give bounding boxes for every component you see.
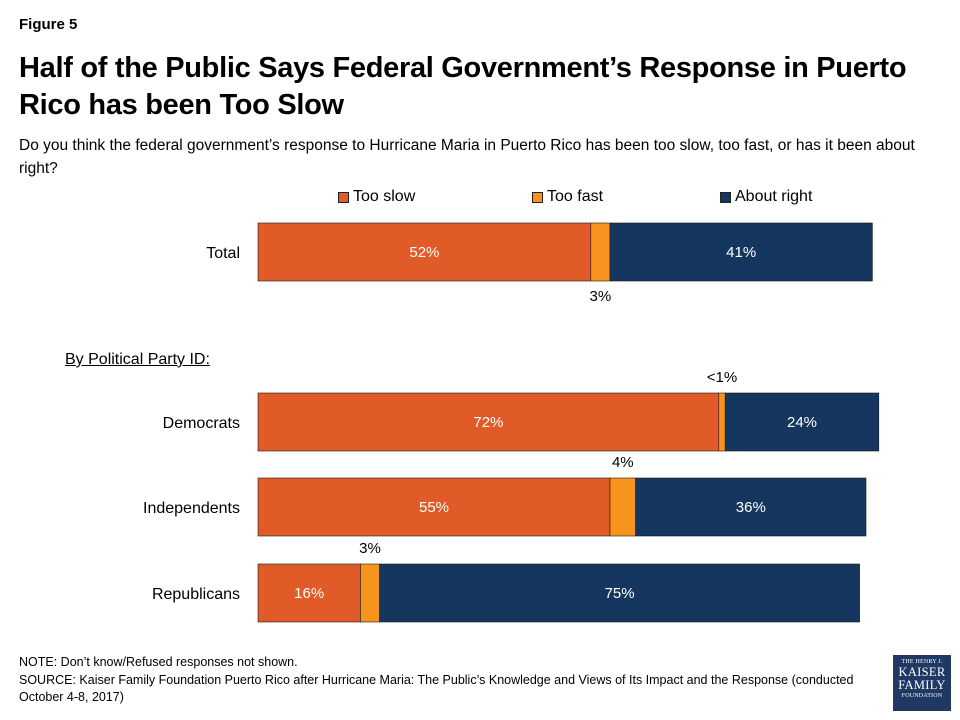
data-label: 75% xyxy=(605,585,635,602)
chart-title: Half of the Public Says Federal Governme… xyxy=(19,52,907,121)
logo-line-2: KAISER xyxy=(898,665,946,679)
legend-item-about-right: About right xyxy=(720,188,812,206)
source-text: SOURCE: Kaiser Family Foundation Puerto … xyxy=(19,672,854,705)
chart-subtitle: Do you think the federal government’s re… xyxy=(19,137,915,177)
kff-logo: THE HENRY J. KAISER FAMILY FOUNDATION xyxy=(893,655,951,711)
data-label: 16% xyxy=(294,585,324,602)
data-label: 36% xyxy=(736,499,766,516)
bar-segment xyxy=(379,563,860,623)
section-label-party: By Political Party ID: xyxy=(65,351,210,368)
logo-line-1: THE HENRY J. xyxy=(901,659,943,665)
bar-segment xyxy=(360,563,380,623)
bar-segment xyxy=(609,477,636,537)
category-label: Republicans xyxy=(152,586,240,603)
logo-line-4: FOUNDATION xyxy=(901,693,943,699)
figure-label: Figure 5 xyxy=(19,16,78,33)
legend-swatch-too-fast xyxy=(532,191,543,203)
legend-label-about-right: About right xyxy=(735,188,813,205)
bar-segment xyxy=(257,477,611,537)
legend: Too slow Too fast About right xyxy=(0,188,960,208)
bar-segment xyxy=(609,222,873,282)
legend-item-too-fast: Too fast xyxy=(532,188,603,206)
logo-line-3: FAMILY xyxy=(898,678,946,692)
legend-label-too-slow: Too slow xyxy=(353,188,416,205)
data-label: <1% xyxy=(707,369,737,386)
bar-segment xyxy=(718,392,726,452)
category-label: Democrats xyxy=(163,415,240,432)
bar-segment xyxy=(590,222,611,282)
legend-swatch-about-right xyxy=(720,191,731,203)
data-label: 4% xyxy=(612,454,634,471)
bar-segment xyxy=(257,222,592,282)
legend-label-too-fast: Too fast xyxy=(547,188,604,205)
data-label: 3% xyxy=(590,288,612,305)
data-label: 72% xyxy=(473,414,503,431)
bar-segment xyxy=(635,477,867,537)
data-label: 3% xyxy=(359,540,381,557)
data-label: 24% xyxy=(787,414,817,431)
data-label: 41% xyxy=(726,244,756,261)
data-label: 52% xyxy=(409,244,439,261)
category-label: Independents xyxy=(143,500,240,517)
legend-item-too-slow: Too slow xyxy=(338,188,415,206)
bar-segment xyxy=(257,392,720,452)
data-label: 55% xyxy=(419,499,449,516)
legend-swatch-too-slow xyxy=(338,191,349,203)
category-label: Total xyxy=(206,245,240,262)
bar-segment xyxy=(257,563,361,623)
note-text: NOTE: Don’t know/Refused responses not s… xyxy=(19,655,298,669)
bar-segment xyxy=(724,392,880,452)
notes: NOTE: Don’t know/Refused responses not s… xyxy=(19,654,879,707)
